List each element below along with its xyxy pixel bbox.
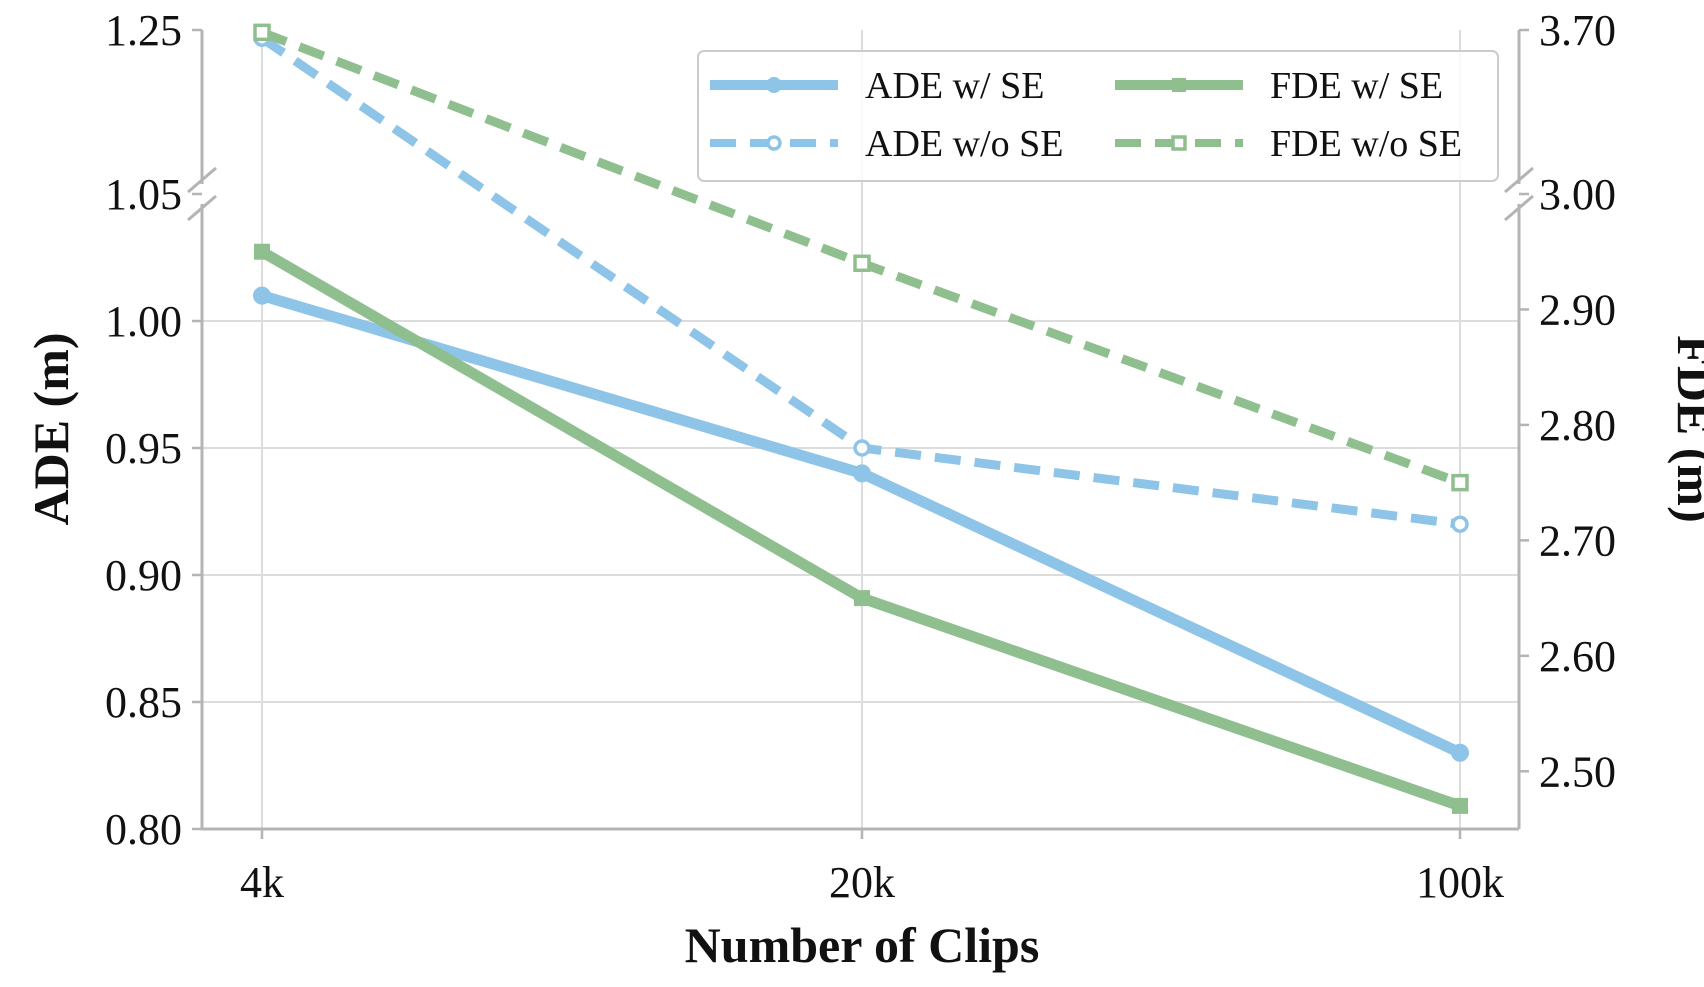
legend-entry: FDE w/ SE: [1115, 65, 1443, 107]
data-point: [766, 77, 782, 93]
data-point: [253, 286, 271, 305]
data-point: [854, 590, 870, 607]
data-point: [853, 464, 871, 483]
left-axis: 0.80 0.85 0.90 0.95 1.00 1.05 1.25: [105, 6, 202, 854]
series-fde-w-se: [254, 243, 1468, 814]
left-break-mark: [187, 194, 217, 222]
left-tick-label: 0.90: [105, 551, 182, 600]
data-point: [1451, 515, 1469, 533]
right-break-mark: [1504, 194, 1534, 222]
right-tick-label: 3.00: [1539, 170, 1616, 219]
legend-label: FDE w/ SE: [1270, 65, 1443, 107]
left-tick-label: 1.05: [105, 170, 182, 219]
axes-frame: [187, 30, 1534, 831]
right-break-mark: [1504, 166, 1534, 194]
data-point: [253, 23, 271, 42]
right-tick-label: 2.70: [1539, 516, 1616, 565]
data-point: [1172, 78, 1186, 92]
right-tick-label: 2.90: [1539, 285, 1616, 334]
x-tick-label: 20k: [829, 858, 895, 907]
data-point: [1451, 473, 1469, 492]
series-ade-w-se: [253, 286, 1469, 762]
left-axis-title: ADE (m): [23, 332, 79, 525]
right-tick-label: 2.60: [1539, 632, 1616, 681]
left-tick-label: 0.95: [105, 424, 182, 473]
data-point: [853, 254, 871, 273]
right-tick-label: 3.70: [1539, 6, 1616, 55]
data-point: [1451, 743, 1469, 762]
legend-entry: ADE w/o SE: [710, 123, 1063, 165]
right-axis: 2.50 2.60 2.70 2.80 2.90 3.00 3.70: [1519, 6, 1616, 796]
legend-entry: FDE w/o SE: [1115, 123, 1462, 165]
left-tick-label: 0.85: [105, 678, 182, 727]
series-layer: [253, 23, 1469, 814]
x-axis-title: Number of Clips: [685, 917, 1040, 973]
data-point: [766, 135, 782, 151]
x-tick-label: 100k: [1416, 858, 1504, 907]
data-point: [254, 243, 270, 260]
legend-label: FDE w/o SE: [1270, 123, 1462, 165]
left-tick-label: 0.80: [105, 805, 182, 854]
right-axis-title: FDE (m): [1667, 335, 1704, 522]
data-point: [1171, 135, 1187, 151]
legend: ADE w/ SE ADE w/o SE FDE w/ SE FDE w/o SE: [697, 50, 1499, 182]
x-axis: 4k 20k 100k: [240, 829, 1504, 907]
legend-box: [697, 50, 1499, 182]
legend-entry: ADE w/ SE: [710, 65, 1044, 107]
left-break-mark: [187, 166, 217, 194]
data-point: [1452, 797, 1468, 814]
right-tick-label: 2.80: [1539, 401, 1616, 450]
left-tick-label: 1.00: [105, 297, 182, 346]
data-point: [853, 439, 871, 457]
left-tick-label: 1.25: [105, 6, 182, 55]
legend-label: ADE w/o SE: [865, 123, 1063, 165]
legend-label: ADE w/ SE: [865, 65, 1044, 107]
series-fde-w-o-se: [253, 23, 1469, 492]
x-tick-label: 4k: [240, 858, 284, 907]
right-tick-label: 2.50: [1539, 747, 1616, 796]
